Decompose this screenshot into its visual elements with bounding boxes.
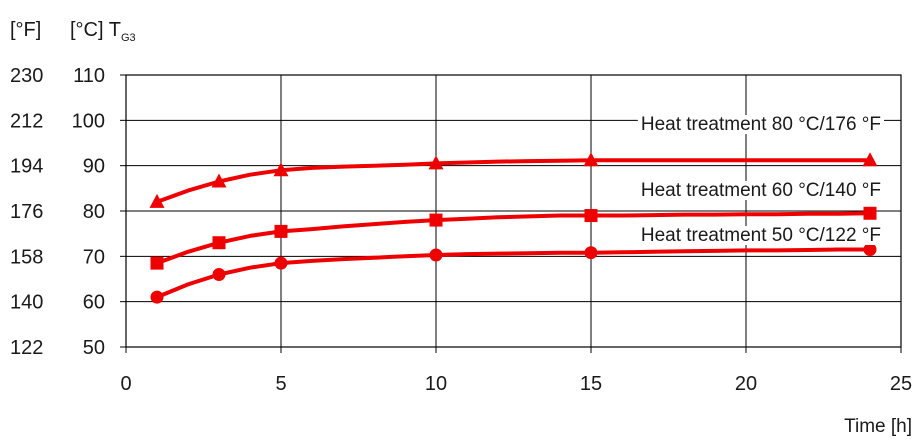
series-markers xyxy=(149,152,878,304)
y-tick-labels-celsius: 110 100 90 80 70 60 50 xyxy=(72,65,105,359)
square-marker xyxy=(584,209,598,223)
square-marker xyxy=(150,256,164,270)
square-marker xyxy=(212,236,226,250)
y-tick-label-celsius: 60 xyxy=(83,292,105,314)
plot-frame xyxy=(125,74,902,348)
x-tick-label: 20 xyxy=(735,373,757,395)
x-tick-labels: 0 5 10 15 20 25 xyxy=(120,373,912,395)
triangle-marker xyxy=(273,162,289,177)
y-tick-label-celsius: 110 xyxy=(73,65,105,87)
series-label: Heat treatment 80 °C/176 °F xyxy=(641,114,881,135)
triangle-marker xyxy=(211,173,227,188)
y-tick-label-celsius: 50 xyxy=(83,337,105,359)
y-tick-label-fahrenheit: 158 xyxy=(10,246,43,268)
x-tick-label: 5 xyxy=(275,373,286,395)
series-label-background xyxy=(637,115,884,134)
series-label: Heat treatment 50 °C/122 °F xyxy=(641,225,881,246)
y-tick-label-celsius: 70 xyxy=(83,246,105,268)
circle-marker xyxy=(429,248,443,262)
y-axis-label-fahrenheit: [°F] xyxy=(10,19,41,41)
square-marker xyxy=(863,206,877,220)
y-tick-labels-fahrenheit: 230 212 194 176 158 140 122 xyxy=(10,65,43,359)
triangle-marker xyxy=(149,193,165,208)
series-label-background xyxy=(637,181,884,200)
y-tick-label-fahrenheit: 176 xyxy=(10,201,43,223)
y-tick-label-celsius: 100 xyxy=(72,110,105,132)
circle-marker xyxy=(584,246,598,260)
square-marker xyxy=(429,213,443,227)
y-tick-label-fahrenheit: 212 xyxy=(10,110,43,132)
triangle-marker xyxy=(862,152,878,167)
y-tick-label-celsius: 90 xyxy=(83,156,105,178)
circle-marker xyxy=(212,267,226,281)
x-tick-label: 15 xyxy=(580,373,602,395)
triangle-marker xyxy=(428,155,444,170)
x-tick-label: 10 xyxy=(425,373,447,395)
y-tick-label-celsius: 80 xyxy=(83,201,105,223)
axes xyxy=(120,74,902,353)
series-line-triangle xyxy=(155,158,872,204)
circle-marker xyxy=(150,290,164,304)
square-marker xyxy=(274,224,288,238)
circle-marker xyxy=(863,243,877,257)
triangle-marker xyxy=(583,152,599,167)
circle-marker xyxy=(274,256,288,270)
series-labels: Heat treatment 80 °C/176 °F Heat treatmen… xyxy=(637,114,884,246)
y-tick-label-fahrenheit: 140 xyxy=(10,292,43,314)
y-axis-label-celsius: [°C] TG3 xyxy=(70,19,136,44)
y-tick-label-fahrenheit: 194 xyxy=(10,156,43,178)
x-tick-label: 0 xyxy=(120,373,131,395)
x-axis-label: Time [h] xyxy=(844,416,912,437)
series-label: Heat treatment 60 °C/140 °F xyxy=(641,180,881,201)
series-label-background xyxy=(637,226,884,245)
x-tick-label: 25 xyxy=(890,373,912,395)
y-tick-label-fahrenheit: 230 xyxy=(10,65,43,87)
y-tick-label-fahrenheit: 122 xyxy=(10,337,43,359)
